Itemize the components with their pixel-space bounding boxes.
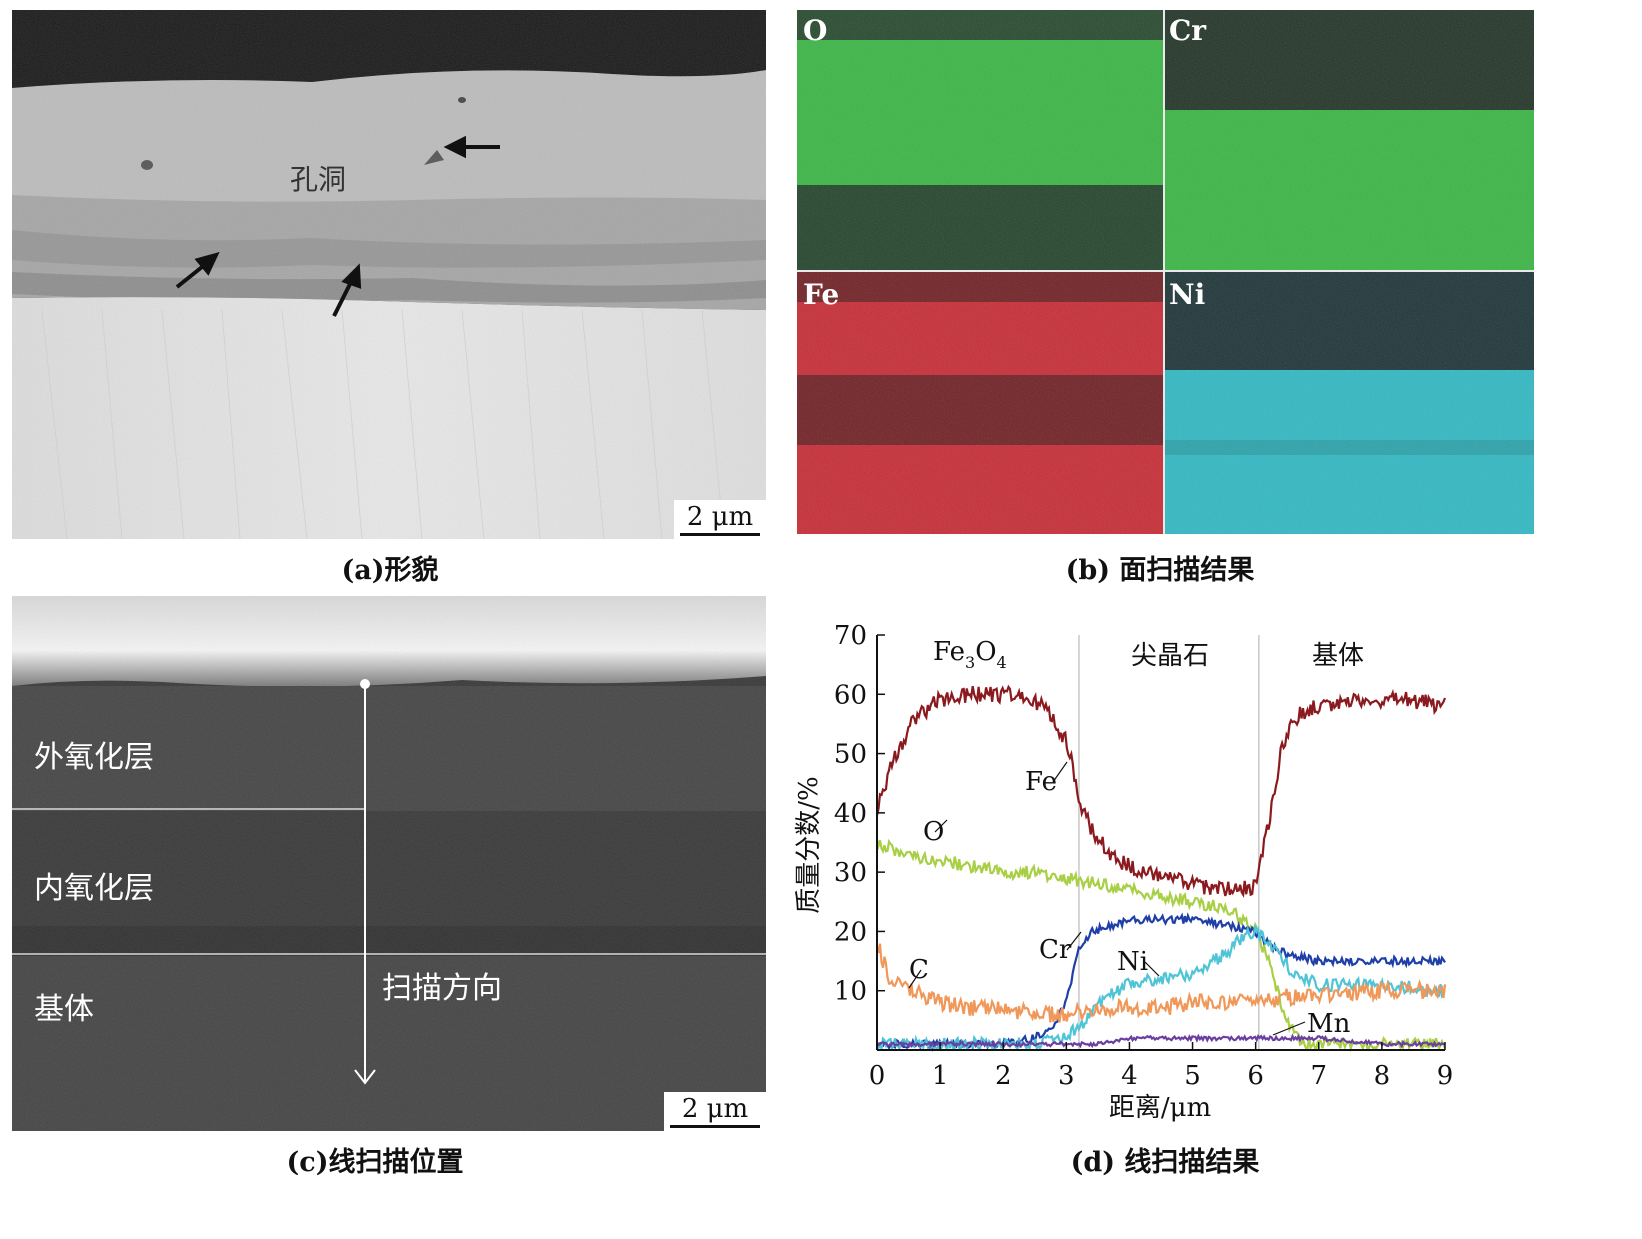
series-line-mn [876, 1033, 1446, 1049]
scale-bar-a: 2 μm [674, 500, 766, 539]
caption-b: (b) 面扫描结果 [1065, 555, 1255, 586]
panel-a-sem-image [12, 10, 766, 540]
y-axis-label: 质量分数/% [794, 776, 824, 913]
x-tick-label: 9 [1437, 1061, 1454, 1091]
leader-line-3 [1144, 961, 1160, 977]
y-tick-label: 40 [834, 799, 867, 829]
layer-label-substrate: 基体 [34, 992, 94, 1027]
panel-b-element-maps: O Cr Fe Ni [797, 10, 1534, 534]
panel-c-line-scan-position: 外氧化层 内氧化层 基体 扫描方向 2 μm [12, 596, 766, 1131]
y-tick-label: 30 [834, 858, 867, 888]
map-label-ni: Ni [1169, 278, 1206, 311]
x-tick-label: 1 [932, 1061, 949, 1091]
map-label-cr: Cr [1169, 14, 1207, 47]
caption-d: (d) 线扫描结果 [1070, 1147, 1260, 1178]
series-line-fe [875, 684, 1447, 898]
scan-direction-arrow [354, 679, 376, 1085]
y-tick-label: 10 [834, 977, 867, 1007]
scan-direction-label: 扫描方向 [382, 971, 502, 1006]
caption-c: (c)线扫描位置 [286, 1147, 464, 1178]
series-line-c [875, 943, 1447, 1023]
x-tick-label: 0 [869, 1061, 886, 1091]
layer-label-inner-oxide: 内氧化层 [34, 871, 154, 906]
y-tick-label: 50 [834, 740, 867, 770]
x-tick-label: 5 [1184, 1061, 1201, 1091]
leader-line-0 [1052, 761, 1068, 783]
series-label-cr: Cr [1039, 935, 1072, 965]
leader-line-5 [1272, 1021, 1306, 1036]
region-label-fe3o4: Fe3O4 [933, 637, 1007, 672]
x-tick-label: 7 [1311, 1061, 1328, 1091]
line-scan-chart: 0 1 2 3 4 5 6 7 8 9 10 20 30 40 50 60 70 Fe O Cr Ni C Mn… [794, 621, 1454, 1123]
series-label-mn: Mn [1307, 1009, 1351, 1039]
series-label-fe: Fe [1025, 767, 1057, 797]
map-label-o: O [803, 14, 828, 47]
region-label-substrate: 基体 [1312, 641, 1364, 671]
y-tick-label: 60 [834, 680, 867, 710]
x-tick-label: 8 [1374, 1061, 1391, 1091]
void-label: 孔洞 [290, 163, 347, 196]
leader-line-2 [1066, 931, 1082, 951]
y-tick-label: 70 [834, 621, 867, 651]
leader-line-1 [934, 819, 948, 833]
y-tick-label: 20 [834, 917, 867, 947]
x-tick-label: 6 [1247, 1061, 1264, 1091]
x-tick-label: 4 [1121, 1061, 1138, 1091]
x-tick-label: 3 [1058, 1061, 1075, 1091]
panel-a-morphology: 孔洞 2 μm [12, 10, 766, 540]
map-label-fe: Fe [803, 278, 840, 311]
panel-b-map-images [797, 10, 1534, 534]
panel-c-sem-image [12, 596, 766, 1131]
leader-line-4 [908, 969, 922, 989]
caption-a: (a)形貌 [341, 555, 439, 586]
series-label-ni: Ni [1117, 947, 1148, 977]
x-tick-label: 2 [995, 1061, 1012, 1091]
x-axis-label: 距离/μm [1109, 1093, 1211, 1123]
region-label-spinel: 尖晶石 [1131, 641, 1209, 671]
arrow-markers [175, 135, 500, 317]
series-label-o: O [923, 817, 944, 847]
series-label-c: C [909, 955, 929, 985]
series-line-o [875, 838, 1447, 1053]
scale-bar-c: 2 μm [664, 1092, 766, 1131]
layer-label-outer-oxide: 外氧化层 [34, 740, 154, 775]
